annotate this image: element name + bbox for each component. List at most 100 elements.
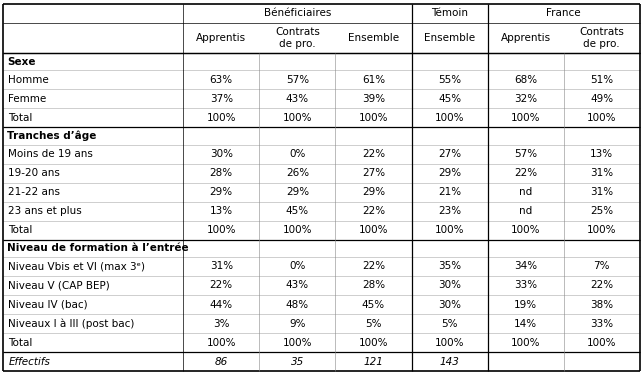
Text: 34%: 34% <box>514 261 537 272</box>
Text: 29%: 29% <box>362 187 385 197</box>
Text: 5%: 5% <box>441 319 458 329</box>
Text: 30%: 30% <box>438 280 461 291</box>
Text: Niveau V (CAP BEP): Niveau V (CAP BEP) <box>8 280 110 291</box>
Text: 37%: 37% <box>210 94 233 104</box>
Text: 31%: 31% <box>210 261 233 272</box>
Text: 100%: 100% <box>435 225 464 235</box>
Text: 0%: 0% <box>289 261 305 272</box>
Text: nd: nd <box>519 206 532 216</box>
Text: 100%: 100% <box>587 225 617 235</box>
Text: nd: nd <box>519 187 532 197</box>
Text: Effectifs: Effectifs <box>8 357 50 367</box>
Text: 33%: 33% <box>590 319 613 329</box>
Text: Apprentis: Apprentis <box>196 33 246 43</box>
Text: Niveau IV (bac): Niveau IV (bac) <box>8 300 88 310</box>
Text: 100%: 100% <box>283 113 312 123</box>
Text: Tranches d’âge: Tranches d’âge <box>7 131 96 141</box>
Text: 13%: 13% <box>590 149 613 159</box>
Text: Total: Total <box>8 113 33 123</box>
Text: 143: 143 <box>440 357 460 367</box>
Text: Niveau de formation à l’entrée: Niveau de formation à l’entrée <box>7 243 188 253</box>
Text: Témoin: Témoin <box>431 8 468 18</box>
Text: 3%: 3% <box>213 319 230 329</box>
Text: 21-22 ans: 21-22 ans <box>8 187 60 197</box>
Text: 22%: 22% <box>210 280 233 291</box>
Text: 28%: 28% <box>362 280 385 291</box>
Text: 100%: 100% <box>283 338 312 348</box>
Text: 22%: 22% <box>362 206 385 216</box>
Text: 48%: 48% <box>286 300 309 310</box>
Text: 100%: 100% <box>206 225 236 235</box>
Text: 68%: 68% <box>514 75 537 85</box>
Text: 27%: 27% <box>438 149 461 159</box>
Text: 9%: 9% <box>289 319 305 329</box>
Text: 31%: 31% <box>590 187 613 197</box>
Text: 13%: 13% <box>210 206 233 216</box>
Text: Niveau Vbis et VI (max 3ᵉ): Niveau Vbis et VI (max 3ᵉ) <box>8 261 145 272</box>
Text: Femme: Femme <box>8 94 46 104</box>
Text: 100%: 100% <box>587 338 617 348</box>
Text: 86: 86 <box>215 357 228 367</box>
Text: France: France <box>547 8 581 18</box>
Text: 100%: 100% <box>359 338 388 348</box>
Text: 39%: 39% <box>362 94 385 104</box>
Text: 32%: 32% <box>514 94 537 104</box>
Text: 29%: 29% <box>438 168 461 178</box>
Text: 22%: 22% <box>362 149 385 159</box>
Text: 27%: 27% <box>362 168 385 178</box>
Text: 38%: 38% <box>590 300 613 310</box>
Text: 30%: 30% <box>438 300 461 310</box>
Text: 100%: 100% <box>435 113 464 123</box>
Text: 100%: 100% <box>511 113 540 123</box>
Text: 49%: 49% <box>590 94 613 104</box>
Text: 19-20 ans: 19-20 ans <box>8 168 60 178</box>
Text: Contrats
de pro.: Contrats de pro. <box>579 27 624 49</box>
Text: 29%: 29% <box>210 187 233 197</box>
Text: 45%: 45% <box>362 300 385 310</box>
Text: 100%: 100% <box>435 338 464 348</box>
Text: 57%: 57% <box>286 75 309 85</box>
Text: 23%: 23% <box>438 206 461 216</box>
Text: 31%: 31% <box>590 168 613 178</box>
Text: 51%: 51% <box>590 75 613 85</box>
Text: Moins de 19 ans: Moins de 19 ans <box>8 149 93 159</box>
Text: 45%: 45% <box>286 206 309 216</box>
Text: 0%: 0% <box>289 149 305 159</box>
Text: 121: 121 <box>363 357 383 367</box>
Text: 5%: 5% <box>365 319 382 329</box>
Text: 30%: 30% <box>210 149 233 159</box>
Text: 22%: 22% <box>590 280 613 291</box>
Text: 100%: 100% <box>283 225 312 235</box>
Text: 45%: 45% <box>438 94 461 104</box>
Text: Contrats
de pro.: Contrats de pro. <box>275 27 320 49</box>
Text: 23 ans et plus: 23 ans et plus <box>8 206 82 216</box>
Text: 21%: 21% <box>438 187 461 197</box>
Text: 43%: 43% <box>286 280 309 291</box>
Text: 100%: 100% <box>359 113 388 123</box>
Text: 19%: 19% <box>514 300 537 310</box>
Text: 26%: 26% <box>286 168 309 178</box>
Text: 100%: 100% <box>359 225 388 235</box>
Text: 25%: 25% <box>590 206 613 216</box>
Text: Ensemble: Ensemble <box>424 33 475 43</box>
Text: Bénéficiaires: Bénéficiaires <box>264 8 331 18</box>
Text: 28%: 28% <box>210 168 233 178</box>
Text: 29%: 29% <box>286 187 309 197</box>
Text: Niveaux I à III (post bac): Niveaux I à III (post bac) <box>8 318 135 329</box>
Text: 57%: 57% <box>514 149 537 159</box>
Text: Homme: Homme <box>8 75 49 85</box>
Text: 7%: 7% <box>593 261 610 272</box>
Text: 63%: 63% <box>210 75 233 85</box>
Text: 22%: 22% <box>514 168 537 178</box>
Text: 22%: 22% <box>362 261 385 272</box>
Text: 55%: 55% <box>438 75 461 85</box>
Text: Ensemble: Ensemble <box>348 33 399 43</box>
Text: 100%: 100% <box>511 338 540 348</box>
Text: Total: Total <box>8 338 33 348</box>
Text: 35%: 35% <box>438 261 461 272</box>
Text: 100%: 100% <box>587 113 617 123</box>
Text: 100%: 100% <box>206 113 236 123</box>
Text: Apprentis: Apprentis <box>501 33 550 43</box>
Text: 14%: 14% <box>514 319 537 329</box>
Text: 61%: 61% <box>362 75 385 85</box>
